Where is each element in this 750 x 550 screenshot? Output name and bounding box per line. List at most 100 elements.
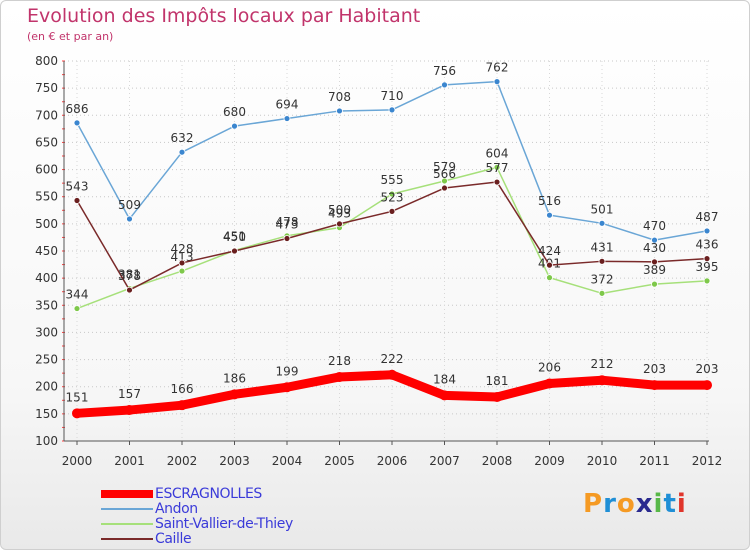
x-tick-label: 2004 <box>272 454 303 468</box>
x-tick-label: 2009 <box>534 454 565 468</box>
data-point-escragnolles <box>702 380 712 391</box>
x-tick-label: 2010 <box>587 454 618 468</box>
legend-swatch-caille <box>101 538 153 540</box>
data-point-caille <box>283 235 291 242</box>
data-label-escragnolles: 203 <box>643 362 666 376</box>
data-point-andon <box>283 115 291 122</box>
data-point-andon <box>388 106 396 114</box>
data-label-escragnolles: 222 <box>381 352 404 366</box>
data-label-andon: 762 <box>486 61 509 75</box>
data-point-escragnolles <box>597 375 607 386</box>
data-point-caille <box>598 257 606 265</box>
data-label-escragnolles: 186 <box>223 371 246 385</box>
data-point-escragnolles <box>124 405 135 416</box>
data-point-caille <box>73 197 81 204</box>
y-tick-label: 700 <box>35 108 58 122</box>
data-label-caille: 543 <box>66 180 89 194</box>
legend-swatch-escragnolles <box>101 490 153 498</box>
data-label-saint-vallier-de-thiey: 579 <box>433 160 456 174</box>
data-point-saint-vallier-de-thiey <box>388 190 396 198</box>
data-label-saint-vallier-de-thiey: 604 <box>486 146 509 160</box>
data-point-escragnolles <box>492 392 502 403</box>
data-point-escragnolles <box>649 380 660 391</box>
data-label-caille: 436 <box>696 238 719 252</box>
legend-label-escragnolles: ESCRAGNOLLES <box>155 486 262 502</box>
chart-subtitle: (en € et par an) <box>27 30 114 43</box>
data-point-andon <box>493 78 501 86</box>
data-point-escragnolles <box>544 378 555 389</box>
y-tick-label: 300 <box>35 325 58 339</box>
data-point-escragnolles <box>282 382 292 393</box>
legend-label-andon: Andon <box>155 501 198 517</box>
y-tick-label: 250 <box>35 353 58 367</box>
data-point-saint-vallier-de-thiey <box>441 177 448 185</box>
data-point-saint-vallier-de-thiey <box>703 277 711 285</box>
data-point-saint-vallier-de-thiey <box>73 305 81 312</box>
data-label-escragnolles: 212 <box>591 357 614 371</box>
y-tick-label: 750 <box>35 81 58 95</box>
data-label-andon: 509 <box>118 198 141 212</box>
data-label-andon: 708 <box>328 90 351 104</box>
x-tick-label: 2008 <box>482 454 513 468</box>
x-tick-label: 2005 <box>324 454 355 468</box>
data-point-caille <box>231 247 238 255</box>
data-point-escragnolles <box>439 390 450 401</box>
x-tick-label: 2003 <box>219 454 250 468</box>
data-label-caille: 431 <box>591 240 614 254</box>
data-label-andon: 694 <box>276 98 299 112</box>
data-label-escragnolles: 181 <box>486 374 509 388</box>
x-tick-label: 2006 <box>377 454 408 468</box>
data-label-caille: 566 <box>433 167 456 181</box>
data-label-saint-vallier-de-thiey: 395 <box>696 260 719 274</box>
data-point-caille <box>126 286 133 294</box>
y-tick-label: 350 <box>35 298 58 312</box>
x-tick-label: 2012 <box>692 454 723 468</box>
proxiti-logo: Proxiti <box>583 489 687 519</box>
data-point-escragnolles <box>72 408 82 419</box>
data-label-andon: 487 <box>696 210 719 224</box>
data-label-saint-vallier-de-thiey: 389 <box>643 263 666 277</box>
data-point-andon <box>546 211 553 219</box>
logo-letter: i <box>653 489 664 519</box>
chart-title: Evolution des Impôts locaux par Habitant <box>27 5 421 27</box>
data-point-escragnolles <box>177 400 187 411</box>
data-point-caille <box>178 259 186 267</box>
data-label-saint-vallier-de-thiey: 493 <box>328 207 351 221</box>
logo-letter: o <box>616 489 636 519</box>
data-point-caille <box>336 220 343 228</box>
y-tick-label: 650 <box>35 135 58 149</box>
legend-label-caille: Caille <box>155 531 192 547</box>
data-label-saint-vallier-de-thiey: 344 <box>66 288 89 302</box>
data-label-escragnolles: 157 <box>118 387 141 401</box>
data-point-andon <box>651 236 658 244</box>
data-label-escragnolles: 218 <box>328 354 351 368</box>
y-tick-label: 800 <box>35 54 58 68</box>
data-label-caille: 523 <box>381 190 404 204</box>
y-tick-label: 150 <box>35 407 58 421</box>
data-point-caille <box>441 184 448 192</box>
data-label-saint-vallier-de-thiey: 451 <box>223 229 246 243</box>
y-tick-label: 500 <box>35 217 58 231</box>
data-label-escragnolles: 166 <box>171 382 194 396</box>
data-label-saint-vallier-de-thiey: 555 <box>381 173 404 187</box>
x-tick-label: 2007 <box>429 454 460 468</box>
legend-swatch-saint-vallier <box>101 523 153 525</box>
y-tick-label: 200 <box>35 380 58 394</box>
data-label-caille: 424 <box>538 244 561 258</box>
logo-letter: r <box>603 489 617 519</box>
data-point-escragnolles <box>334 371 345 382</box>
logo-letter: i <box>676 489 687 519</box>
y-tick-label: 100 <box>35 434 58 448</box>
data-point-andon <box>441 81 448 89</box>
data-label-caille: 428 <box>171 242 194 256</box>
data-label-andon: 501 <box>591 202 614 216</box>
data-point-caille <box>703 255 711 263</box>
data-label-andon: 470 <box>643 219 666 233</box>
data-label-andon: 632 <box>171 131 194 145</box>
data-label-caille: 430 <box>643 241 666 255</box>
data-label-saint-vallier-de-thiey: 381 <box>118 267 141 281</box>
data-label-saint-vallier-de-thiey: 478 <box>276 215 299 229</box>
x-tick-label: 2000 <box>62 454 93 468</box>
